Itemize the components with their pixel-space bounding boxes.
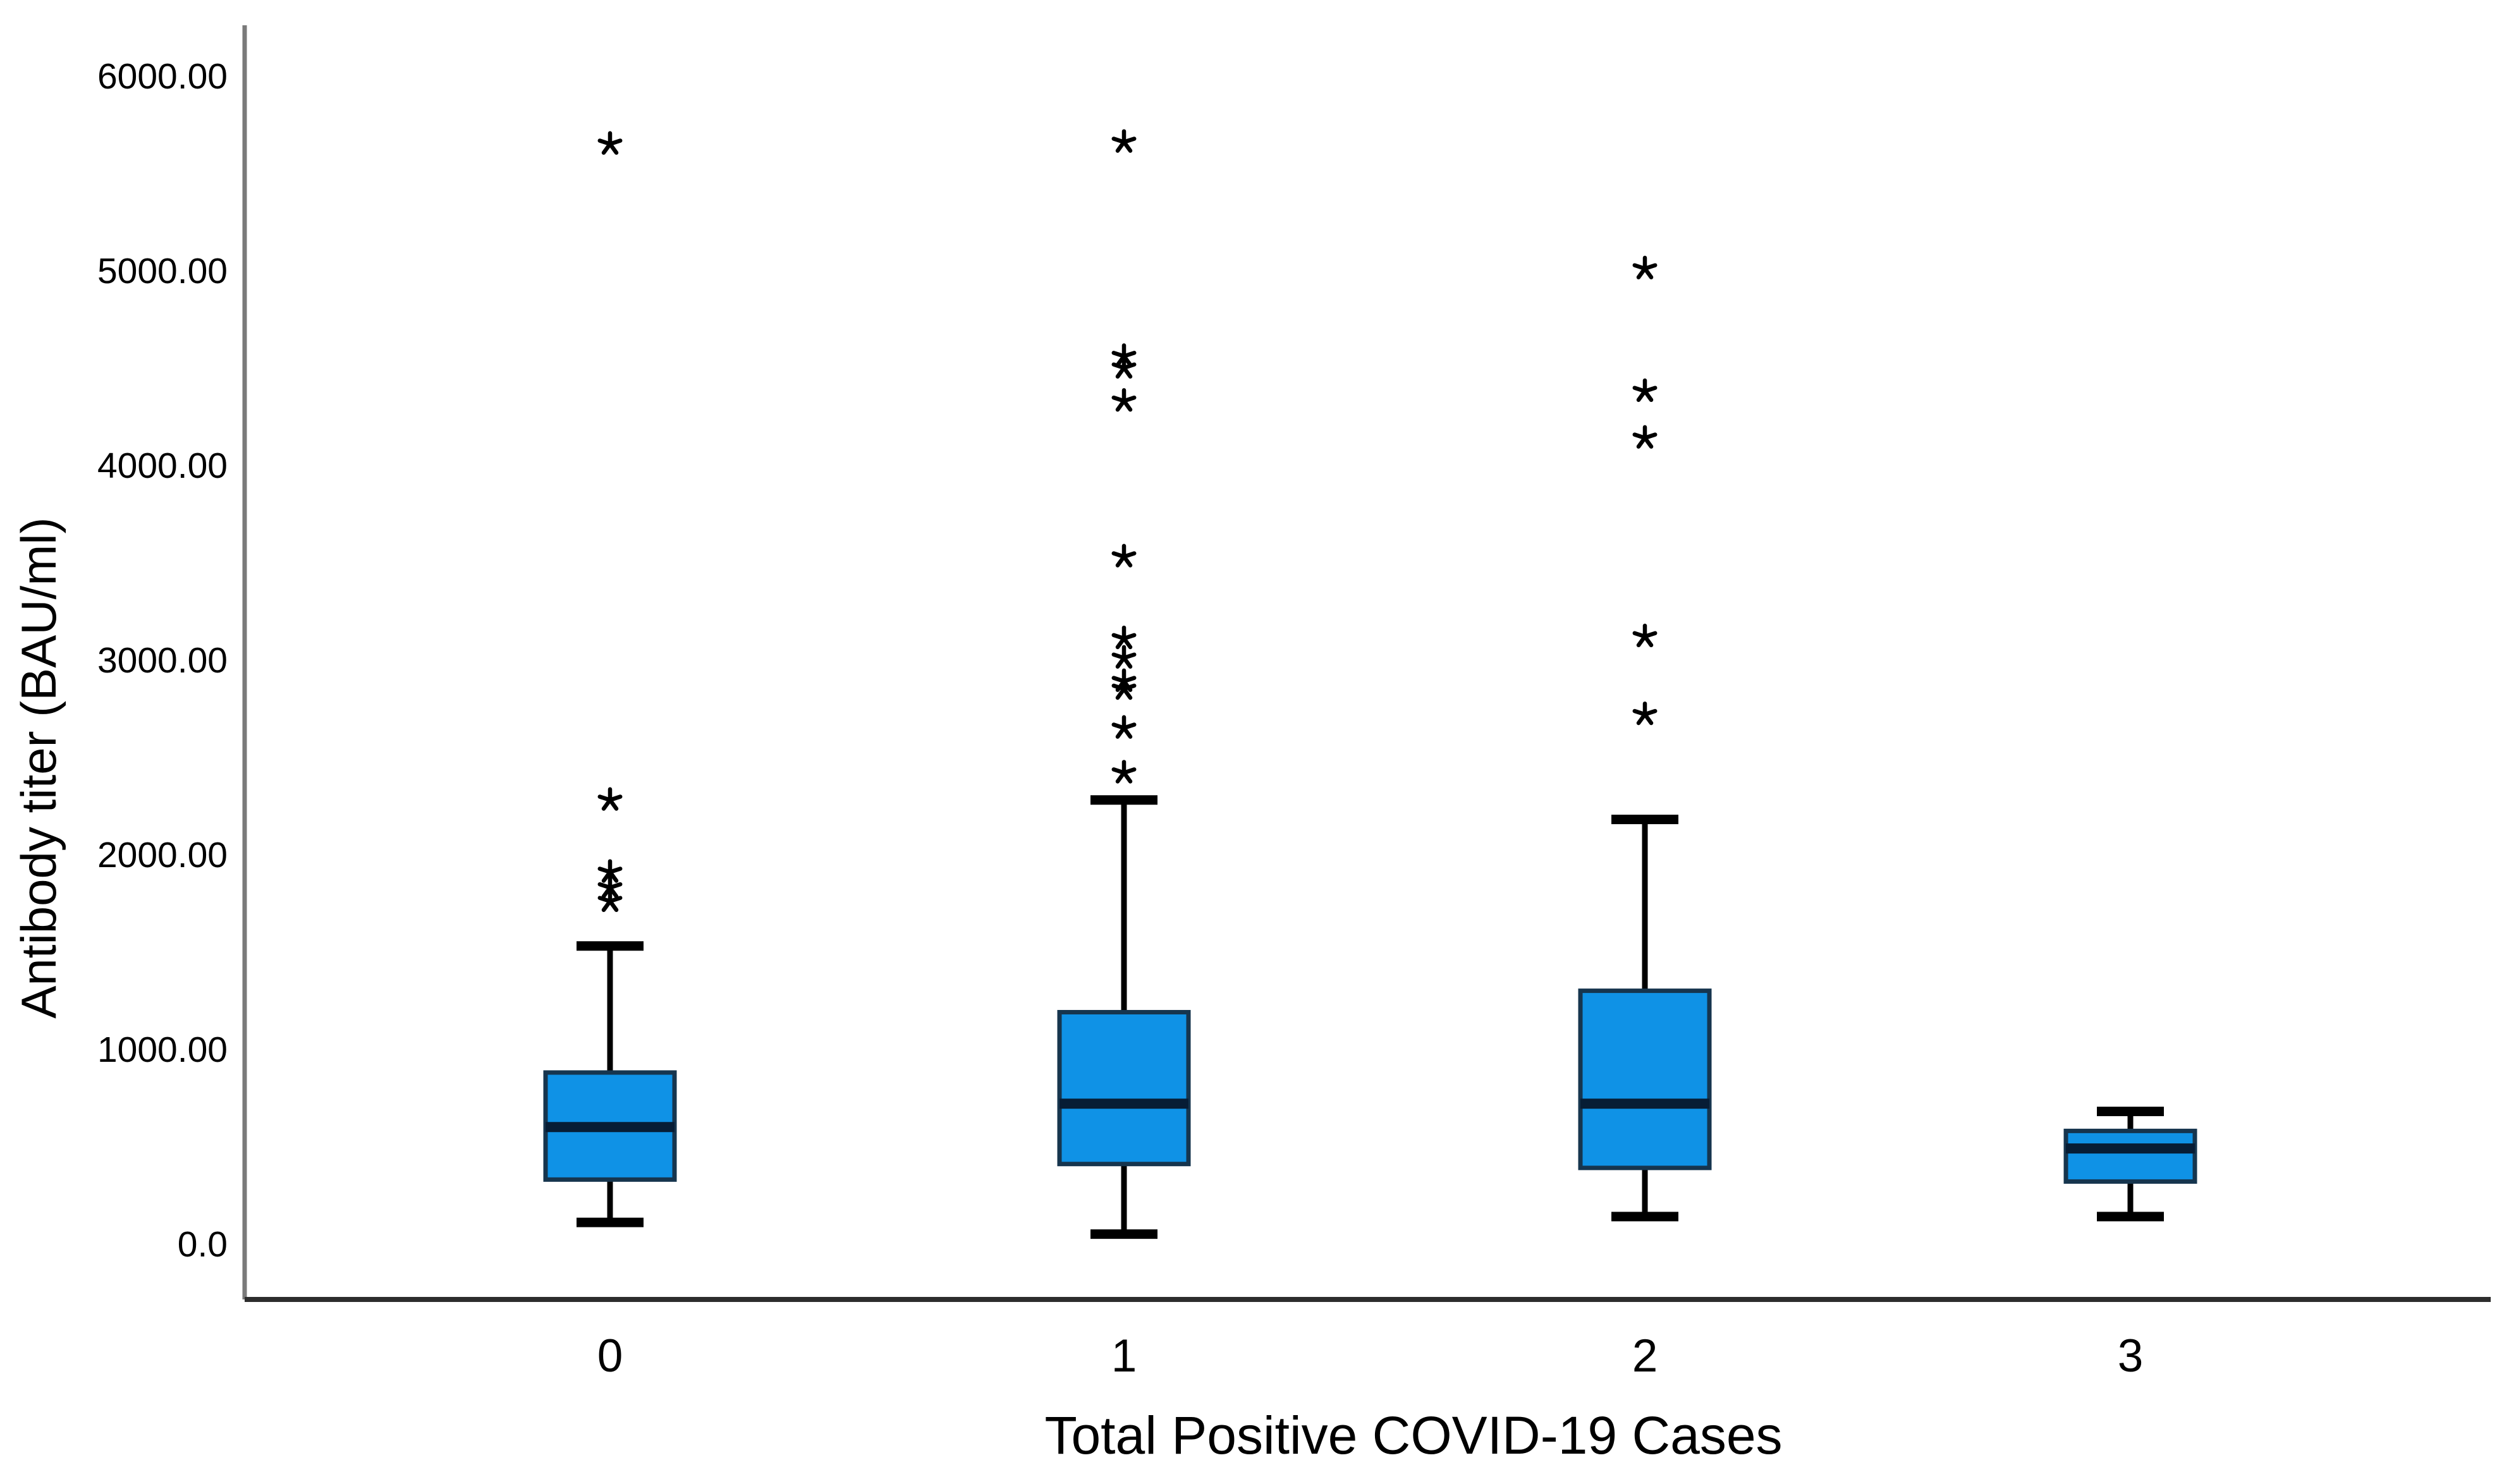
star-arm (597, 882, 613, 890)
outlier-star-marker (1111, 544, 1137, 568)
outlier-star-marker (1632, 425, 1658, 449)
star-arm (1111, 351, 1127, 358)
star-arm (1111, 767, 1127, 775)
star-arm (1632, 631, 1647, 639)
boxplot-category-3 (2063, 1107, 2197, 1222)
star-arm (1111, 633, 1127, 641)
star-arm (1111, 652, 1127, 660)
outlier-star-marker (1111, 760, 1137, 784)
boxplot-category-0 (543, 131, 677, 1227)
x-category-label: 1 (1111, 1330, 1137, 1382)
y-tick-label: 0.0 (178, 1224, 228, 1265)
outlier-star-marker (1111, 388, 1137, 412)
outlier-star-marker (1111, 625, 1137, 650)
iqr-box (2063, 1128, 2197, 1184)
outlier-star-marker (1111, 645, 1137, 669)
outlier-star-marker (1111, 355, 1137, 379)
outlier-star-marker (597, 875, 623, 899)
outlier-star-marker (1111, 715, 1137, 739)
outlier-star-marker (1632, 378, 1658, 402)
star-arm (597, 138, 613, 147)
y-tick-label: 2000.00 (97, 835, 228, 875)
star-arm (597, 867, 613, 874)
star-arm (597, 896, 613, 904)
outlier-star-marker (597, 859, 623, 883)
star-arm (597, 794, 613, 803)
outlier-star-marker (597, 131, 623, 155)
x-category-labels: 0 1 2 3 (597, 1330, 2144, 1382)
outlier-star-marker (597, 787, 623, 811)
outlier-star-marker (597, 888, 623, 912)
outlier-star-marker (1111, 343, 1137, 367)
star-arm (1632, 432, 1647, 441)
y-tick-label: 4000.00 (97, 446, 228, 486)
star-arm (1632, 709, 1647, 717)
y-tick-labels: 0.0 1000.00 2000.00 3000.00 4000.00 5000.00 60… (97, 56, 228, 1265)
outlier-star-marker (1111, 129, 1137, 153)
y-tick-label: 3000.00 (97, 640, 228, 681)
y-tick-label: 6000.00 (97, 56, 228, 97)
outlier-star-marker (1632, 623, 1658, 648)
boxplot-category-1 (1057, 129, 1191, 1239)
x-category-label: 0 (597, 1330, 623, 1382)
star-arm (1111, 395, 1127, 403)
boxplot-series (543, 129, 2197, 1239)
star-arm (1111, 551, 1127, 559)
outlier-star-marker (1632, 701, 1658, 726)
star-arm (1111, 722, 1127, 731)
x-category-label: 3 (2118, 1330, 2144, 1382)
y-tick-label: 1000.00 (97, 1030, 228, 1070)
y-tick-label: 5000.00 (97, 251, 228, 291)
outlier-star-marker (1632, 255, 1658, 279)
x-category-label: 2 (1632, 1330, 1658, 1382)
iqr-box (1578, 988, 1712, 1171)
boxplot-category-2 (1578, 255, 1712, 1222)
star-arm (1111, 137, 1127, 144)
star-arm (1632, 263, 1647, 271)
x-axis-title: Total Positive COVID-19 Cases (1044, 1406, 1782, 1465)
y-axis-title: Antibody titer (BAU/ml) (11, 517, 66, 1018)
star-arm (1632, 386, 1647, 394)
star-arm (1111, 676, 1127, 684)
outlier-star-marker (1111, 668, 1137, 692)
iqr-box (1057, 1009, 1191, 1167)
